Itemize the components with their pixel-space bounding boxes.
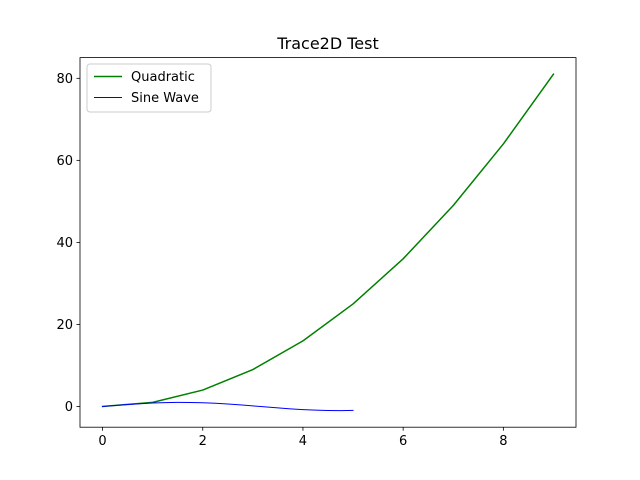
- x-tick-label: 2: [199, 434, 207, 449]
- series-layer: [101, 73, 555, 412]
- x-tick-label: 4: [299, 434, 307, 449]
- legend: Quadratic Sine Wave: [86, 63, 212, 113]
- plot-frame: [79, 57, 577, 428]
- legend-label-sine-wave: Sine Wave: [131, 91, 199, 106]
- legend-label-quadratic: Quadratic: [131, 70, 195, 85]
- y-tick-label: 60: [56, 154, 73, 169]
- y-tick-label: 40: [56, 236, 73, 251]
- y-tick-label: 80: [56, 72, 73, 87]
- x-tick-label: 8: [499, 434, 507, 449]
- y-tick-label: 0: [65, 400, 73, 415]
- plot-area: [80, 57, 576, 428]
- series-line-quadratic: [101, 73, 555, 408]
- x-tick-label: 0: [98, 434, 106, 449]
- series-line-sine-wave: [102, 401, 354, 412]
- y-tick-label: 20: [56, 318, 73, 333]
- x-tick-label: 6: [399, 434, 407, 449]
- chart-title: Trace2D Test: [276, 34, 379, 53]
